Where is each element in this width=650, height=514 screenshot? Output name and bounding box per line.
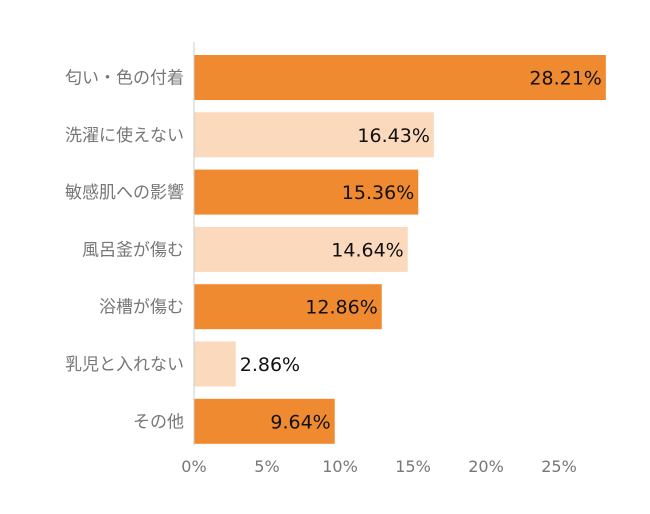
category-label: 乳児と入れない [65, 355, 184, 375]
bar [194, 112, 434, 158]
category-label: 洗濯に使えない [65, 125, 184, 146]
x-tick-label: 15% [395, 457, 431, 476]
data-label: 14.64% [331, 239, 403, 261]
x-tick-label: 25% [541, 457, 577, 476]
data-label: 2.86% [240, 354, 300, 376]
x-axis-ticks: 0% 5% 10% 15% 20% 25% [181, 457, 576, 476]
category-label: その他 [133, 412, 184, 432]
data-label: 16.43% [357, 125, 429, 147]
data-label: 15.36% [342, 182, 414, 204]
x-tick-label: 0% [181, 457, 206, 476]
bar [194, 341, 236, 387]
x-tick-label: 20% [468, 457, 504, 476]
category-label: 匂い・色の付着 [65, 69, 184, 89]
x-tick-label: 5% [254, 457, 279, 476]
value-labels: 28.21% 16.43% 15.36% 14.64% 12.86% 2.86% 9.64% [240, 68, 602, 434]
category-label: 浴槽が傷む [99, 298, 184, 318]
bar [194, 226, 408, 272]
bars-group [194, 55, 606, 444]
bar [194, 284, 382, 330]
data-label: 9.64% [270, 411, 330, 433]
bar [194, 169, 419, 215]
category-label: 敏感肌への影響 [65, 183, 184, 203]
x-tick-label: 10% [322, 457, 358, 476]
bar [194, 55, 606, 100]
bar [194, 398, 335, 444]
category-labels: 匂い・色の付着洗濯に使えない敏感肌への影響風呂釜が傷む浴槽が傷む乳児と入れないそ… [65, 69, 184, 433]
data-label: 12.86% [305, 297, 377, 319]
category-label: 風呂釜が傷む [82, 240, 184, 260]
data-label: 28.21% [529, 68, 601, 90]
